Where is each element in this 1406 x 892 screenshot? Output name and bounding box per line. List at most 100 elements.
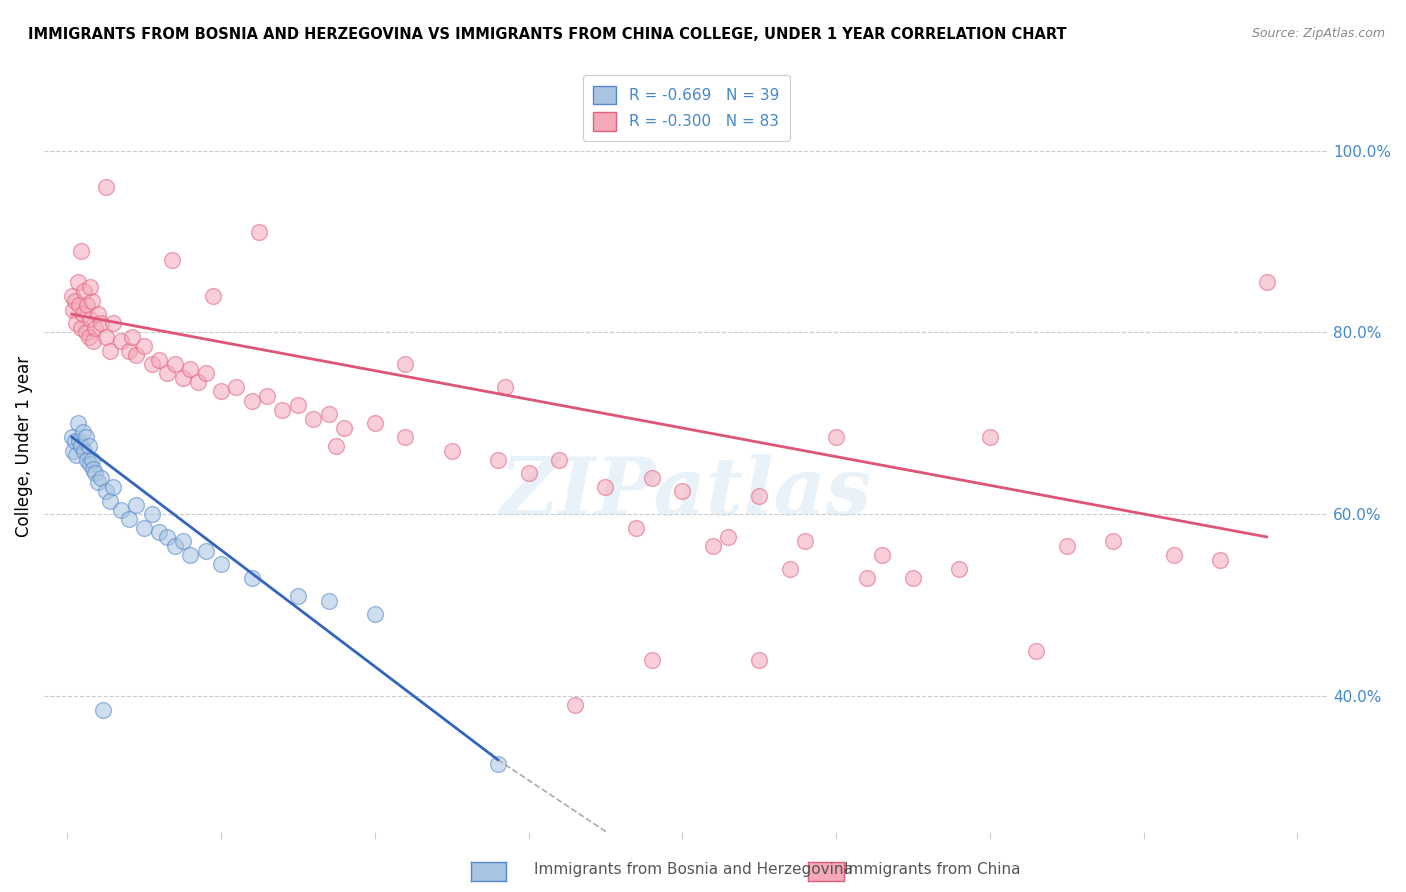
Point: [70, 244, 93, 258]
Point: [209, 558, 232, 572]
Text: Immigrants from Bosnia and Herzegovina: Immigrants from Bosnia and Herzegovina: [534, 863, 853, 877]
Point: [75, 326, 97, 340]
Point: [325, 439, 347, 453]
Point: [209, 384, 232, 399]
Point: [364, 417, 387, 431]
Point: [79, 311, 101, 326]
Point: [98, 343, 121, 358]
Point: [247, 225, 270, 239]
Text: ZIPatlas: ZIPatlas: [501, 454, 872, 531]
Point: [141, 357, 163, 371]
Point: [62, 443, 84, 458]
Point: [779, 562, 801, 576]
Point: [60, 430, 83, 444]
Point: [103, 480, 125, 494]
Point: [748, 653, 770, 667]
Point: [364, 607, 387, 622]
Point: [825, 430, 848, 444]
Point: [640, 653, 662, 667]
Point: [1209, 552, 1232, 566]
Point: [121, 330, 143, 344]
Point: [66, 276, 89, 290]
Point: [118, 512, 141, 526]
Y-axis label: College, Under 1 year: College, Under 1 year: [15, 355, 32, 537]
Point: [271, 402, 294, 417]
Point: [440, 443, 463, 458]
Point: [132, 521, 155, 535]
Point: [148, 525, 170, 540]
Point: [87, 307, 110, 321]
Point: [90, 316, 112, 330]
Point: [141, 507, 163, 521]
Point: [83, 320, 105, 334]
Point: [76, 298, 98, 312]
Point: [90, 471, 112, 485]
Point: [256, 389, 278, 403]
Point: [77, 439, 100, 453]
Point: [287, 398, 309, 412]
Point: [132, 339, 155, 353]
Point: [394, 357, 416, 371]
Point: [125, 498, 148, 512]
Point: [103, 316, 125, 330]
Point: [94, 180, 117, 194]
Point: [624, 521, 647, 535]
Point: [548, 452, 571, 467]
Point: [486, 452, 509, 467]
Point: [640, 471, 662, 485]
Point: [494, 380, 516, 394]
Point: [856, 571, 879, 585]
Point: [394, 430, 416, 444]
Point: [333, 421, 356, 435]
Point: [160, 252, 183, 267]
Point: [118, 343, 141, 358]
Point: [979, 430, 1001, 444]
Point: [79, 457, 101, 471]
Point: [1163, 548, 1185, 562]
Point: [94, 330, 117, 344]
Point: [76, 452, 98, 467]
Point: [66, 417, 89, 431]
Point: [156, 366, 179, 380]
Point: [82, 334, 104, 349]
Point: [172, 534, 194, 549]
Point: [72, 425, 94, 440]
Point: [901, 571, 924, 585]
Point: [748, 489, 770, 503]
Point: [125, 348, 148, 362]
Point: [1056, 539, 1078, 553]
Point: [163, 357, 186, 371]
Point: [65, 448, 87, 462]
Point: [717, 530, 740, 544]
Point: [1102, 534, 1125, 549]
Point: [595, 480, 617, 494]
Point: [179, 548, 201, 562]
Point: [72, 307, 94, 321]
Point: [225, 380, 247, 394]
Point: [63, 434, 86, 449]
Point: [794, 534, 817, 549]
Point: [148, 352, 170, 367]
Point: [287, 589, 309, 603]
Point: [517, 467, 540, 481]
Point: [564, 698, 586, 712]
Point: [94, 484, 117, 499]
Text: Immigrants from China: Immigrants from China: [844, 863, 1021, 877]
Point: [948, 562, 970, 576]
Point: [80, 293, 103, 308]
Point: [70, 320, 93, 334]
Point: [62, 302, 84, 317]
Point: [671, 484, 693, 499]
Point: [1025, 643, 1047, 657]
Point: [172, 371, 194, 385]
Point: [91, 703, 114, 717]
Point: [110, 502, 132, 516]
Point: [63, 293, 86, 308]
Point: [77, 330, 100, 344]
Point: [60, 289, 83, 303]
Point: [240, 393, 263, 408]
Point: [82, 461, 104, 475]
Point: [156, 530, 179, 544]
Point: [202, 289, 225, 303]
Point: [83, 467, 105, 481]
